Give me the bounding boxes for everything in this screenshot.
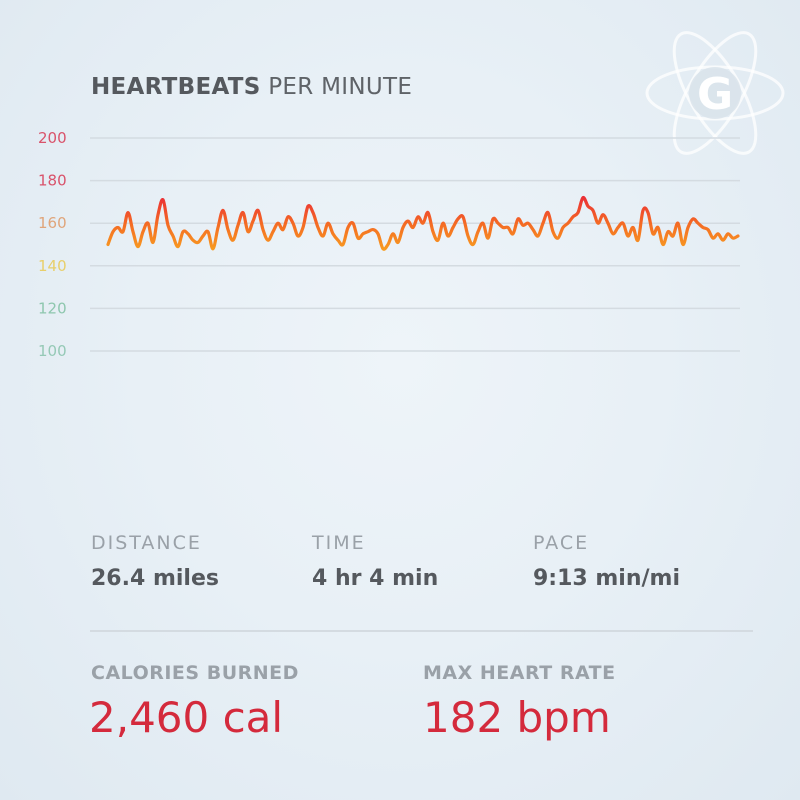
chart-gridlines xyxy=(90,137,740,352)
y-tick-180: 180 xyxy=(38,172,67,190)
y-tick-200: 200 xyxy=(38,129,67,147)
calories-label: CALORIES BURNED xyxy=(91,662,299,684)
distance-label: DISTANCE xyxy=(91,532,202,554)
distance-value: 26.4 miles xyxy=(91,566,219,591)
chart-title: HEARTBEATS PER MINUTE xyxy=(91,74,412,100)
y-tick-160: 160 xyxy=(38,214,67,232)
pace-value: 9:13 min/mi xyxy=(533,566,681,591)
y-tick-140: 140 xyxy=(38,257,67,275)
max-heart-rate-label: MAX HEART RATE xyxy=(423,662,616,684)
calories-value: 2,460 cal xyxy=(89,693,284,742)
logo-letter: G xyxy=(697,69,733,120)
max-heart-rate-value: 182 bpm xyxy=(423,693,611,742)
chart-title-bold: HEARTBEATS xyxy=(91,74,261,100)
atom-logo-icon: G xyxy=(645,31,785,155)
time-label: TIME xyxy=(312,532,366,554)
heart-rate-line xyxy=(106,195,740,251)
pace-label: PACE xyxy=(533,532,590,554)
y-tick-120: 120 xyxy=(38,299,67,317)
section-divider xyxy=(90,630,753,632)
heart-rate-chart: 200 180 160 140 120 100 xyxy=(38,129,740,360)
y-tick-100: 100 xyxy=(38,342,67,360)
y-axis-ticks: 200 180 160 140 120 100 xyxy=(38,129,67,360)
chart-title-rest: PER MINUTE xyxy=(260,74,413,100)
time-value: 4 hr 4 min xyxy=(312,566,439,591)
